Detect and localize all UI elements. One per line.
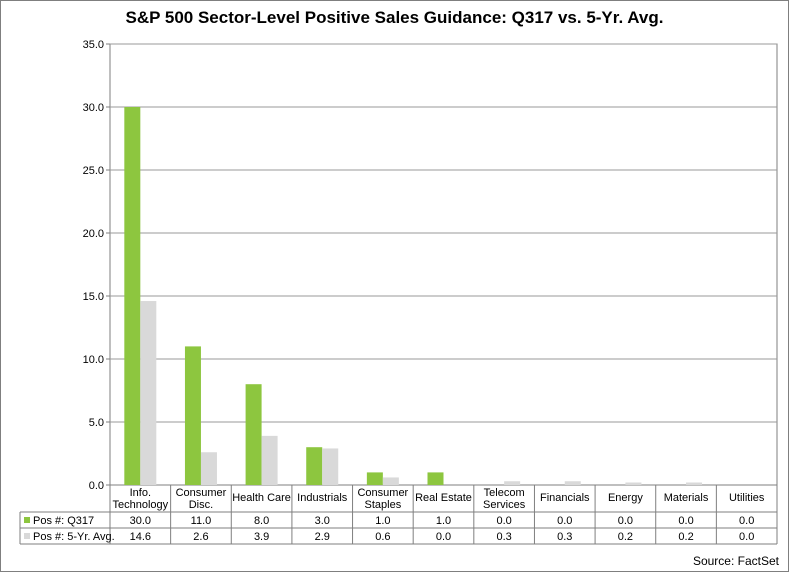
category-label: Consumer <box>176 487 227 499</box>
bar-5yr-avg <box>625 482 642 485</box>
bar-5yr-avg <box>322 448 339 485</box>
y-tick-label: 15.0 <box>83 291 104 303</box>
table-cell-value: 0.3 <box>557 531 572 543</box>
category-label: Real Estate <box>415 492 472 504</box>
table-cell-value: 0.0 <box>739 531 754 543</box>
table-cell-value: 0.2 <box>618 531 633 543</box>
y-tick-label: 5.0 <box>89 417 104 429</box>
y-tick-label: 25.0 <box>83 165 104 177</box>
table-cell-value: 0.0 <box>557 515 572 527</box>
bar-5yr-avg <box>564 481 581 485</box>
bar-5yr-avg <box>504 481 521 485</box>
table-cell-value: 1.0 <box>375 515 390 527</box>
bar-q317 <box>245 384 262 485</box>
legend-label: Pos #: 5-Yr. Avg. <box>33 531 115 543</box>
legend-key-5yr-avg <box>24 533 30 539</box>
bar-q317 <box>427 472 444 485</box>
bar-5yr-avg <box>686 482 703 485</box>
bar-5yr-avg <box>261 435 278 485</box>
table-cell-value: 0.0 <box>739 515 754 527</box>
table-cell-value: 1.0 <box>436 515 451 527</box>
category-label: Utilities <box>729 492 765 504</box>
category-label: Technology <box>112 499 168 511</box>
table-cell-value: 0.0 <box>678 515 693 527</box>
table-cell-value: 0.0 <box>436 531 451 543</box>
source-note: Source: FactSet <box>692 554 779 568</box>
table-cell-value: 14.6 <box>130 531 151 543</box>
category-label: Disc. <box>189 499 213 511</box>
category-label: Info. <box>130 487 151 499</box>
category-label: Telecom <box>484 487 525 499</box>
category-label: Services <box>483 499 526 511</box>
plot-border <box>109 43 778 486</box>
table-cell-value: 30.0 <box>130 515 151 527</box>
legend-key-q317 <box>24 517 30 523</box>
category-label: Energy <box>608 492 643 504</box>
table-cell-value: 8.0 <box>254 515 269 527</box>
category-label: Health Care <box>232 492 291 504</box>
table-cell-value: 3.9 <box>254 531 269 543</box>
category-label: Staples <box>365 499 402 511</box>
table-cell-value: 2.6 <box>193 531 208 543</box>
table-cell-value: 0.6 <box>375 531 390 543</box>
y-tick-label: 30.0 <box>83 102 104 114</box>
y-tick-label: 20.0 <box>83 228 104 240</box>
category-label: Materials <box>664 492 709 504</box>
y-tick-label: 35.0 <box>83 39 104 51</box>
bar-5yr-avg <box>200 452 217 485</box>
bar-q317 <box>184 346 201 485</box>
category-label: Industrials <box>297 492 348 504</box>
bar-5yr-avg <box>140 301 157 485</box>
table-cell-value: 0.3 <box>496 531 511 543</box>
table-cell-value: 3.0 <box>315 515 330 527</box>
bar-q317 <box>306 447 323 485</box>
table-cell-value: 2.9 <box>315 531 330 543</box>
y-tick-label: 10.0 <box>83 354 104 366</box>
table-cell-value: 0.0 <box>618 515 633 527</box>
table-cell-value: 0.0 <box>496 515 511 527</box>
y-tick-label: 0.0 <box>89 480 104 492</box>
bar-5yr-avg <box>382 477 399 485</box>
category-label: Financials <box>540 492 590 504</box>
category-label: Consumer <box>357 487 408 499</box>
table-cell-value: 0.2 <box>678 531 693 543</box>
bar-q317 <box>124 107 141 485</box>
chart-title: S&P 500 Sector-Level Positive Sales Guid… <box>125 8 664 27</box>
bar-q317 <box>366 472 383 485</box>
table-cell-value: 11.0 <box>191 515 212 527</box>
legend-label: Pos #: Q317 <box>33 515 94 527</box>
